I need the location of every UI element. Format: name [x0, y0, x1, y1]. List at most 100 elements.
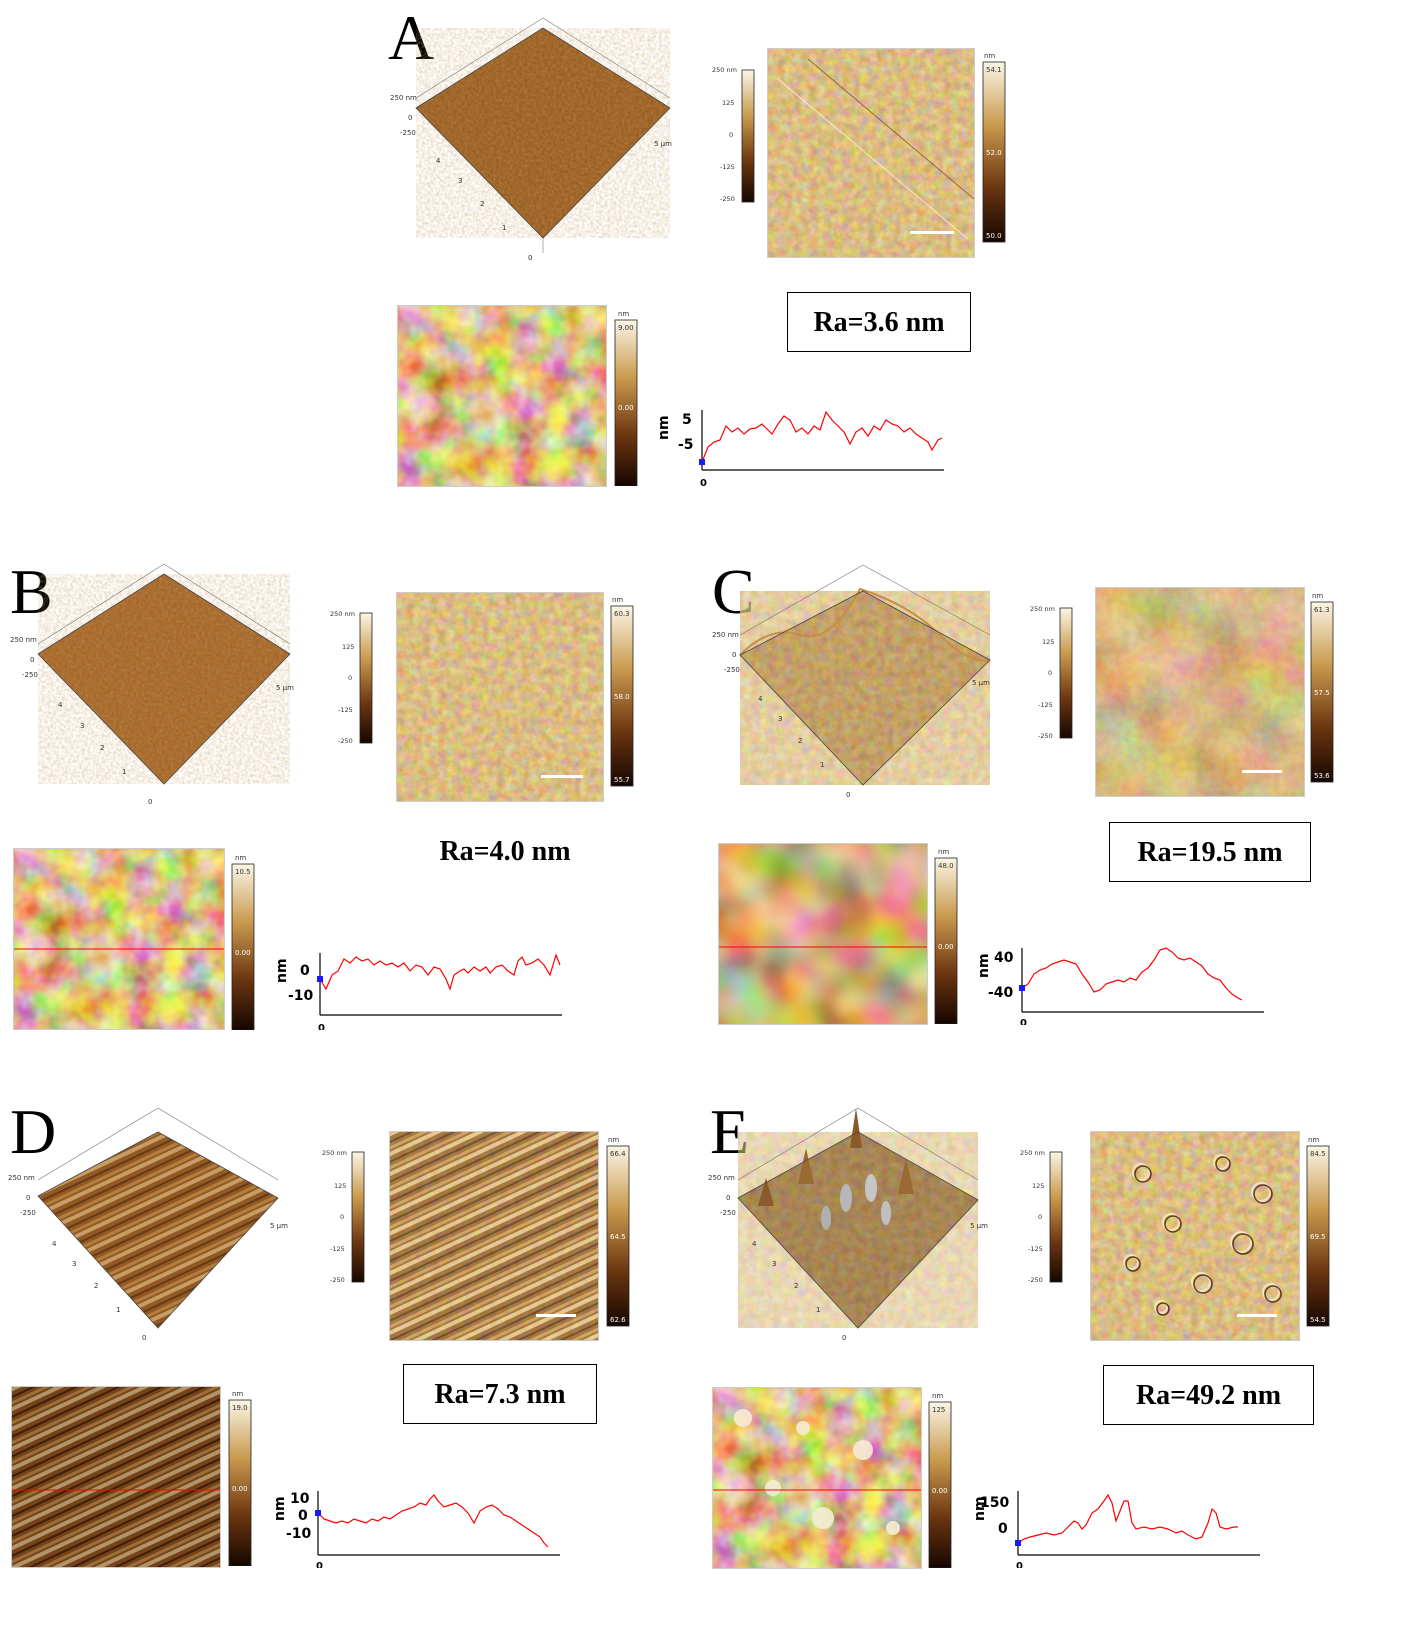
- svg-text:2: 2: [794, 1282, 798, 1290]
- svg-text:5: 5: [682, 412, 692, 428]
- afm-3d-topography: 250 nm 0 -250 5 µm 4 3 2 1 0: [712, 564, 991, 799]
- svg-text:5 µm: 5 µm: [270, 1222, 288, 1230]
- svg-text:125: 125: [342, 643, 354, 651]
- phase-scale: 250 nm 125 0 -125 -250: [1030, 605, 1073, 740]
- amplitude-colorbar: nm 66.4 64.5 62.6: [606, 1136, 630, 1327]
- svg-text:0: 0: [528, 254, 532, 262]
- svg-text:nm: nm: [938, 848, 949, 856]
- afm-3d-topography: 250 nm 0 -250 5 µm 4 3 2 1 0: [390, 17, 672, 262]
- svg-text:-250: -250: [20, 1209, 36, 1217]
- svg-text:nm: nm: [1308, 1136, 1319, 1144]
- svg-text:-10: -10: [286, 1526, 312, 1542]
- svg-text:-250: -250: [724, 666, 740, 674]
- svg-text:0: 0: [408, 114, 412, 122]
- svg-text:-5: -5: [678, 437, 694, 453]
- afm-amplitude-image: [1090, 1131, 1300, 1341]
- svg-text:0: 0: [1016, 1561, 1023, 1568]
- svg-text:-125: -125: [1028, 1245, 1043, 1253]
- svg-text:3: 3: [458, 177, 462, 185]
- phase-scale: 250 nm 125 0 -125 -250: [330, 610, 373, 745]
- svg-text:5 µm: 5 µm: [276, 684, 294, 692]
- svg-text:58.0: 58.0: [614, 693, 630, 701]
- amplitude-colorbar: nm 54.1 52.0 50.0: [982, 52, 1006, 243]
- svg-text:1: 1: [122, 768, 126, 776]
- height-profile: nm 150 0 0: [972, 1491, 1260, 1568]
- svg-text:nm: nm: [618, 310, 629, 318]
- afm-height-image: [712, 1387, 922, 1569]
- svg-text:61.3: 61.3: [1314, 606, 1330, 614]
- svg-text:0.00: 0.00: [235, 949, 251, 957]
- svg-text:0: 0: [700, 478, 707, 487]
- svg-text:0: 0: [316, 1561, 323, 1568]
- svg-text:3: 3: [778, 715, 782, 723]
- svg-text:-125: -125: [720, 163, 735, 171]
- svg-text:250 nm: 250 nm: [1020, 1149, 1045, 1157]
- roughness-ra: Ra=49.2 nm: [1103, 1365, 1314, 1425]
- svg-text:-250: -250: [1038, 732, 1053, 740]
- height-colorbar: nm 9.00 0.00: [614, 310, 638, 486]
- svg-text:125: 125: [1042, 638, 1054, 646]
- svg-text:-250: -250: [400, 129, 416, 137]
- svg-text:4: 4: [58, 701, 63, 709]
- svg-text:1: 1: [816, 1306, 820, 1314]
- svg-text:57.5: 57.5: [1314, 689, 1330, 697]
- svg-text:-250: -250: [22, 671, 38, 679]
- svg-text:54.5: 54.5: [1310, 1316, 1326, 1324]
- svg-text:19.0: 19.0: [232, 1404, 248, 1412]
- svg-text:5 µm: 5 µm: [654, 140, 672, 148]
- svg-text:64.5: 64.5: [610, 1233, 626, 1241]
- svg-text:nm: nm: [274, 958, 290, 983]
- amplitude-colorbar: nm 84.5 69.5 54.5: [1306, 1136, 1330, 1327]
- svg-text:4: 4: [52, 1240, 57, 1248]
- svg-text:40: 40: [994, 950, 1014, 966]
- panel-label: D: [10, 1096, 57, 1167]
- svg-text:250 nm: 250 nm: [330, 610, 355, 618]
- roughness-ra: Ra=4.0 nm: [439, 836, 571, 867]
- afm-height-image: [397, 305, 607, 487]
- svg-text:0: 0: [842, 1334, 846, 1342]
- height-profile: nm 40 -40 0: [976, 947, 1264, 1025]
- svg-text:0: 0: [26, 1194, 30, 1202]
- svg-text:0: 0: [318, 1023, 325, 1030]
- z-axis-top: 250 nm: [390, 94, 417, 102]
- height-colorbar: nm 10.5 0.00: [231, 854, 255, 1030]
- svg-text:0: 0: [732, 651, 736, 659]
- svg-text:0: 0: [1020, 1018, 1027, 1025]
- svg-text:54.1: 54.1: [986, 66, 1002, 74]
- svg-text:5 µm: 5 µm: [972, 679, 990, 687]
- phase-scale: 250 nm 125 0 -125 -250: [712, 66, 755, 203]
- height-colorbar: nm 125 0.00: [928, 1392, 952, 1568]
- svg-text:3: 3: [72, 1260, 76, 1268]
- svg-text:2: 2: [94, 1282, 98, 1290]
- svg-text:-250: -250: [720, 1209, 736, 1217]
- svg-text:125: 125: [722, 99, 734, 107]
- svg-text:69.5: 69.5: [1310, 1233, 1326, 1241]
- svg-text:-125: -125: [338, 706, 353, 714]
- svg-text:150: 150: [980, 1495, 1009, 1511]
- svg-text:4: 4: [752, 1240, 757, 1248]
- svg-text:250 nm: 250 nm: [8, 1174, 35, 1182]
- svg-text:0: 0: [142, 1334, 146, 1342]
- svg-text:-125: -125: [330, 1245, 345, 1253]
- svg-text:1: 1: [116, 1306, 120, 1314]
- roughness-ra: Ra=19.5 nm: [1109, 822, 1311, 882]
- height-profile: nm 0 -10 0: [274, 953, 562, 1030]
- amplitude-colorbar: nm 60.3 58.0 55.7: [610, 596, 634, 787]
- panel-label: E: [710, 1096, 750, 1167]
- svg-text:0.00: 0.00: [618, 404, 634, 412]
- svg-text:2: 2: [798, 737, 802, 745]
- svg-text:-125: -125: [1038, 701, 1053, 709]
- afm-amplitude-image: [396, 592, 604, 802]
- svg-text:nm: nm: [608, 1136, 619, 1144]
- roughness-ra: Ra=7.3 nm: [403, 1364, 597, 1424]
- svg-text:53.6: 53.6: [1314, 772, 1330, 780]
- svg-text:0: 0: [726, 1194, 730, 1202]
- svg-text:nm: nm: [612, 596, 623, 604]
- svg-text:62.6: 62.6: [610, 1316, 626, 1324]
- svg-text:66.4: 66.4: [610, 1150, 626, 1158]
- afm-amplitude-image: [389, 1131, 599, 1341]
- svg-text:nm: nm: [972, 1496, 988, 1521]
- panel-label: C: [712, 556, 755, 627]
- svg-text:nm: nm: [656, 415, 672, 440]
- afm-3d-topography: 250 nm 0 -250 5 µm 4 3 2 1 0: [708, 1107, 988, 1342]
